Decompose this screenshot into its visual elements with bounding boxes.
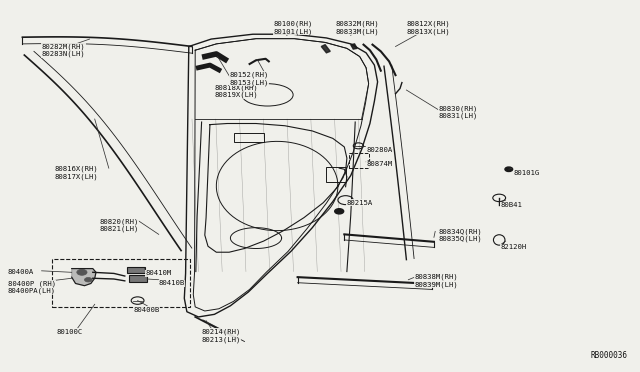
Text: 80834Q(RH)
80835Q(LH): 80834Q(RH) 80835Q(LH) [438, 228, 482, 242]
Text: 80820(RH)
80821(LH): 80820(RH) 80821(LH) [99, 218, 139, 232]
Text: 80812X(RH)
80813X(LH): 80812X(RH) 80813X(LH) [406, 21, 450, 35]
Text: 80214(RH)
80213(LH): 80214(RH) 80213(LH) [202, 328, 241, 343]
Text: 80400B: 80400B [133, 307, 159, 312]
Text: 80832M(RH)
80833M(LH): 80832M(RH) 80833M(LH) [336, 21, 380, 35]
Text: 80410B: 80410B [159, 280, 185, 286]
Circle shape [84, 278, 92, 282]
Text: 80100C: 80100C [56, 329, 83, 335]
FancyBboxPatch shape [127, 267, 145, 273]
Text: 80B41: 80B41 [500, 202, 522, 208]
Text: 80816X(RH)
80817X(LH): 80816X(RH) 80817X(LH) [54, 166, 98, 180]
Text: 80838M(RH)
80839M(LH): 80838M(RH) 80839M(LH) [415, 274, 458, 288]
Text: 82120H: 82120H [500, 244, 527, 250]
Text: 80830(RH)
80831(LH): 80830(RH) 80831(LH) [438, 105, 478, 119]
Text: 80400P (RH)
80400PA(LH): 80400P (RH) 80400PA(LH) [8, 280, 56, 294]
Text: RB000036: RB000036 [590, 351, 627, 360]
Polygon shape [351, 44, 357, 49]
Polygon shape [321, 45, 330, 53]
Text: 80215A: 80215A [347, 200, 373, 206]
Circle shape [505, 167, 513, 171]
Polygon shape [72, 269, 96, 286]
Text: 80152(RH)
80153(LH): 80152(RH) 80153(LH) [229, 72, 269, 86]
FancyBboxPatch shape [129, 275, 147, 282]
Text: 80818X(RH)
80819X(LH): 80818X(RH) 80819X(LH) [214, 84, 258, 98]
Text: 80100(RH)
80101(LH): 80100(RH) 80101(LH) [274, 21, 314, 35]
Text: 80101G: 80101G [513, 170, 540, 176]
Circle shape [77, 269, 87, 275]
Text: 80282M(RH)
80283N(LH): 80282M(RH) 80283N(LH) [42, 43, 85, 57]
Text: 80400A: 80400A [8, 269, 34, 275]
Circle shape [335, 209, 344, 214]
Text: 80410M: 80410M [146, 270, 172, 276]
Text: 80280A: 80280A [366, 147, 392, 153]
Text: 80874M: 80874M [366, 161, 392, 167]
